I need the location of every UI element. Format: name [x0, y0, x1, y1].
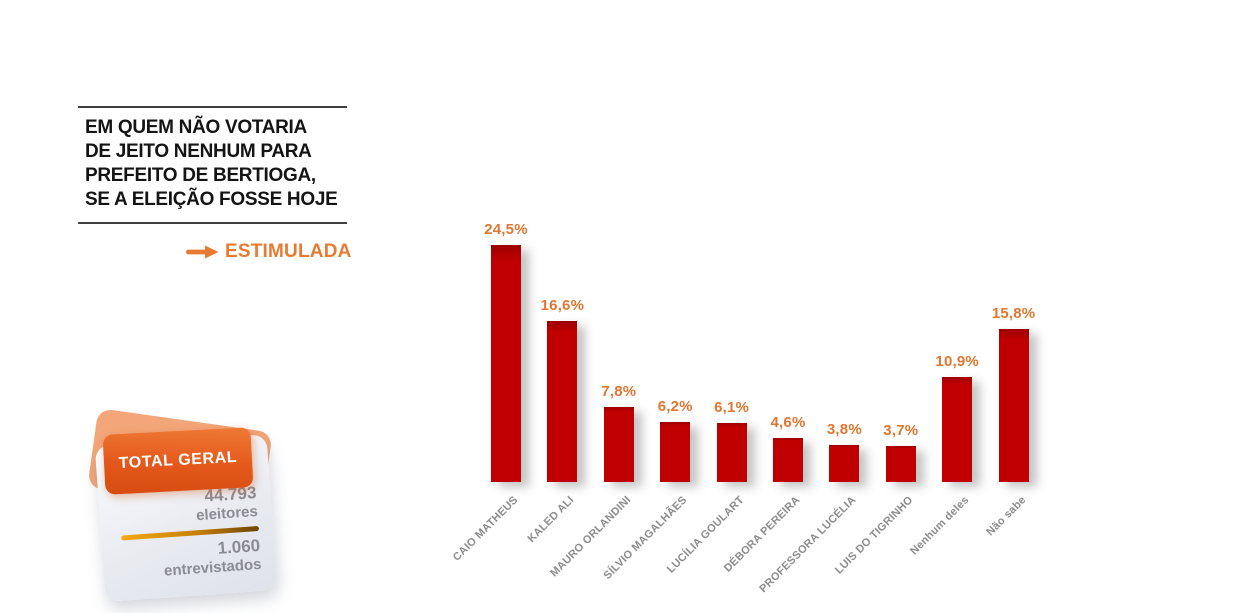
- bar-category-label: PROFESSORA LUCÉLIA: [757, 494, 859, 596]
- title-top-rule: [78, 106, 347, 108]
- bar-category-label: SÍLVIO MAGALHÃES: [601, 494, 690, 582]
- bar-category-label: CAIO MATHEUS: [450, 494, 521, 564]
- page-title-line: DE JEITO NENHUM PARA: [85, 141, 312, 162]
- bar-value-label: 6,1%: [714, 399, 750, 416]
- bar: [942, 377, 973, 482]
- bar: [603, 407, 634, 482]
- bar: [716, 423, 747, 482]
- bar-category-label: KALED ALI: [525, 494, 577, 545]
- bar-category-label: LUCÍLIA GOULART: [664, 494, 747, 576]
- bar: [660, 422, 691, 482]
- bar: [829, 445, 860, 482]
- bar-value-label: 4,6%: [770, 414, 806, 431]
- bar-category-label: LUIS DO TIGRINHO: [832, 494, 916, 577]
- bar-value-label: 6,2%: [657, 398, 693, 415]
- arrow-right-icon: [186, 245, 219, 259]
- bar: [773, 438, 803, 482]
- bar: [885, 446, 916, 482]
- page-title-line: SE A ELEIÇÃO FOSSE HOJE: [85, 189, 338, 210]
- bar-category-label: Nenhum deles: [908, 494, 972, 558]
- bar-category-label: MAURO ORLANDINI: [547, 494, 634, 580]
- bar-category-label: DÉBORA PEREIRA: [721, 494, 803, 575]
- method-label: ESTIMULADA: [225, 241, 352, 262]
- bar-value-label: 24,5%: [484, 221, 528, 238]
- bar-value-label: 3,8%: [826, 421, 862, 438]
- bar: [491, 245, 521, 482]
- title-bottom-rule: [78, 222, 347, 224]
- page-title-line: PREFEITO DE BERTIOGA,: [85, 165, 316, 186]
- bar-value-label: 10,9%: [935, 353, 979, 370]
- bar-category-label: Não sabe: [983, 494, 1029, 539]
- page-title: EM QUEM NÃO VOTARIA DE JEITO NENHUM PARA…: [85, 116, 355, 212]
- page-title-line: EM QUEM NÃO VOTARIA: [85, 117, 307, 138]
- bar-value-label: 3,7%: [883, 422, 919, 439]
- bar: [998, 329, 1029, 482]
- bar-value-label: 15,8%: [991, 305, 1036, 322]
- bar: [547, 321, 578, 482]
- bar-value-label: 16,6%: [540, 297, 585, 314]
- bar-value-label: 7,8%: [601, 383, 637, 400]
- method-label-row: ESTIMULADA: [186, 241, 352, 263]
